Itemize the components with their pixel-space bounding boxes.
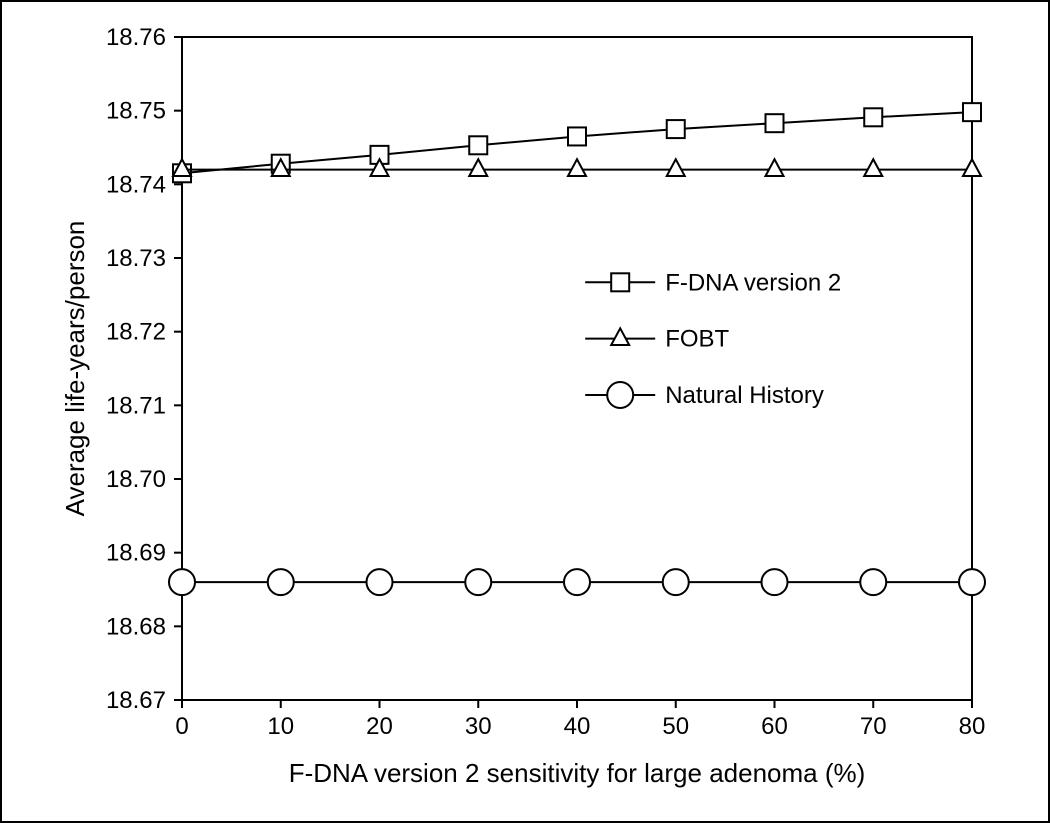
y-tick-label: 18.70 [106,466,166,493]
marker-square [568,127,586,145]
marker-circle [367,569,393,595]
marker-square [611,273,629,291]
marker-square [667,120,685,138]
marker-circle [607,382,633,408]
x-tick-label: 60 [761,713,788,740]
legend-label: FOBT [665,326,729,353]
marker-square [766,114,784,132]
marker-circle [860,569,886,595]
chart-svg: 18.67 18.68 18.69 18.70 18.71 18.72 18.73 18.74… [52,27,1002,800]
marker-circle [762,569,788,595]
marker-circle [564,569,590,595]
x-tick-label: 0 [175,713,188,740]
x-tick-label: 40 [564,713,591,740]
chart-frame: 18.67 18.68 18.69 18.70 18.71 18.72 18.73 18.74… [0,0,1050,823]
y-tick-label: 18.67 [106,687,166,714]
x-tick-label: 50 [662,713,689,740]
x-tick-label: 80 [959,713,986,740]
x-tick-label: 30 [465,713,492,740]
y-tick-label: 18.75 [106,98,166,125]
y-tick-label: 18.76 [106,27,166,51]
y-tick-label: 18.69 [106,540,166,567]
chart-container: 18.67 18.68 18.69 18.70 18.71 18.72 18.73 18.74… [52,27,998,796]
y-tick-label: 18.73 [106,245,166,272]
x-tick-label: 20 [366,713,393,740]
y-tick-label: 18.71 [106,392,166,419]
marker-square [864,108,882,126]
marker-circle [169,569,195,595]
y-tick-label: 18.68 [106,613,166,640]
marker-square [963,103,981,121]
y-tick-label: 18.74 [106,171,166,198]
y-axis-label: Average life-years/person [60,221,90,517]
marker-circle [663,569,689,595]
x-axis-label: F-DNA version 2 sensitivity for large ad… [289,758,866,788]
legend-label: Natural History [665,382,824,409]
x-tick-label: 10 [267,713,294,740]
marker-circle [959,569,985,595]
marker-circle [268,569,294,595]
legend-label: F-DNA version 2 [665,269,841,296]
marker-square [469,136,487,154]
x-tick-label: 70 [860,713,887,740]
y-tick-label: 18.72 [106,319,166,346]
marker-circle [465,569,491,595]
